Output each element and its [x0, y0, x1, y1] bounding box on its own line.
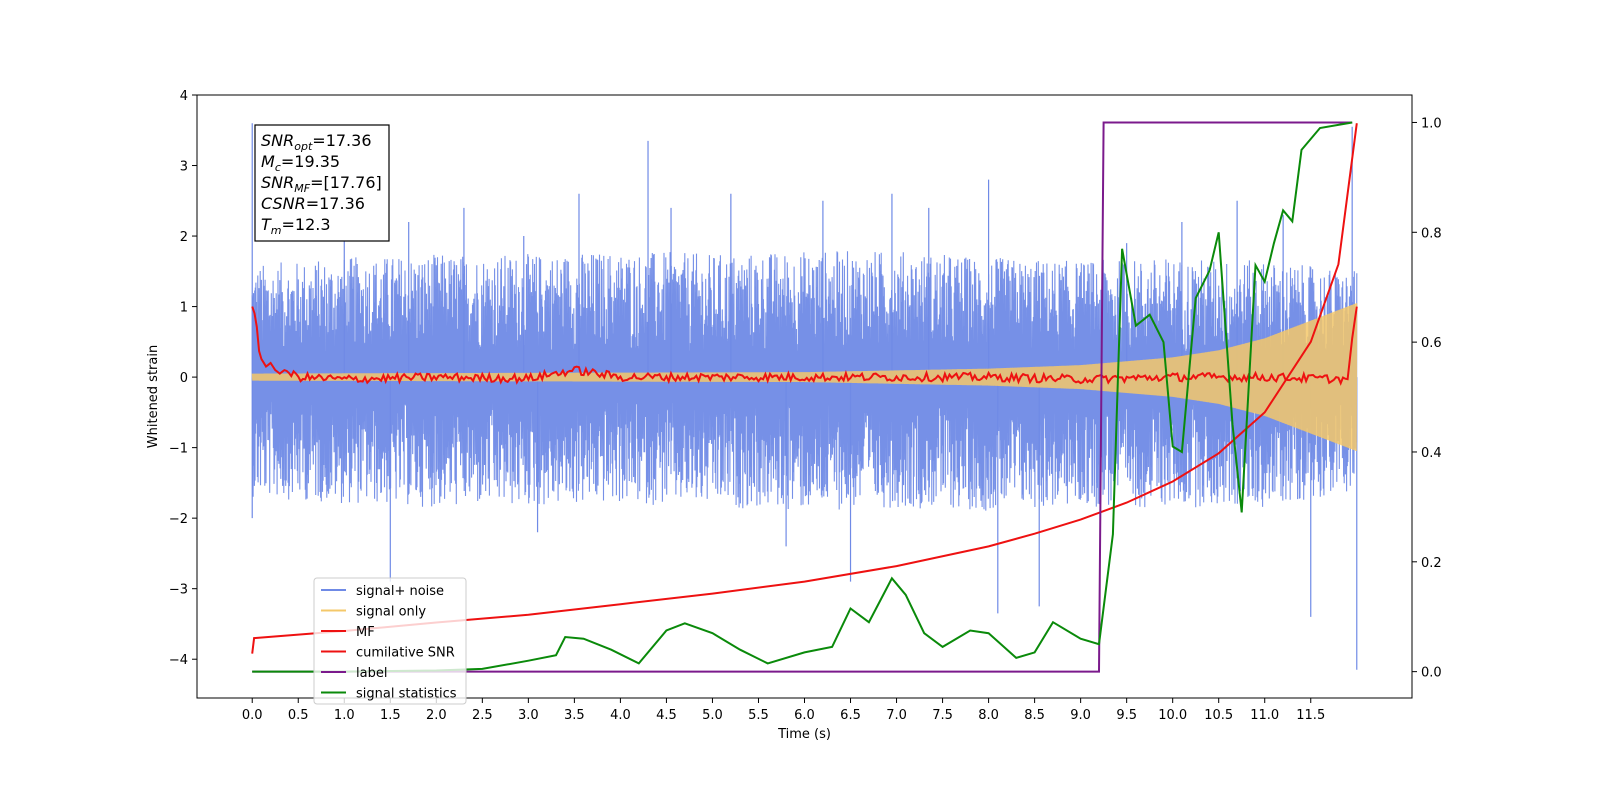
x-axis-title: Time (s)	[777, 727, 831, 742]
annotation-frame	[254, 124, 390, 242]
legend-label: cumilative SNR	[356, 646, 455, 661]
y-tick-label: 4	[180, 89, 188, 104]
y2-tick-label: 0.0	[1421, 666, 1442, 681]
y-axis-title: Whitened strain	[146, 345, 161, 448]
x-tick-label: 10.5	[1204, 708, 1233, 723]
y-tick-label: −3	[169, 583, 188, 598]
y-tick-label: −1	[169, 442, 188, 457]
annotation-line: Tm=12.3	[261, 215, 331, 237]
x-tick-label: 5.5	[748, 708, 769, 723]
series-signal-noise	[251, 123, 1358, 670]
x-tick-label: 8.5	[1024, 708, 1045, 723]
annotation-line: Mc=19.35	[261, 152, 340, 174]
legend-label: MF	[356, 625, 375, 640]
series-mf	[251, 306, 1358, 386]
legend-label: signal+ noise	[356, 584, 444, 599]
x-tick-label: 4.0	[610, 708, 631, 723]
x-tick-label: 9.0	[1070, 708, 1091, 723]
y-tick-label: 2	[180, 230, 188, 245]
series-label	[252, 121, 1353, 673]
y-tick-label: −4	[169, 653, 188, 668]
legend-item-mf: MF	[321, 625, 375, 640]
x-tick-label: 9.5	[1116, 708, 1137, 723]
legend-item-label: label	[321, 666, 387, 681]
y-tick-label: −2	[169, 512, 188, 527]
x-tick-label: 1.5	[380, 708, 401, 723]
x-tick-label: 0.0	[242, 708, 263, 723]
x-tick-label: 1.0	[334, 708, 355, 723]
legend-label: signal statistics	[356, 687, 457, 702]
series-line	[252, 121, 1353, 673]
x-tick-label: 7.0	[886, 708, 907, 723]
y2-tick-label: 0.6	[1421, 336, 1442, 351]
series-line	[251, 306, 1358, 386]
x-tick-label: 11.5	[1296, 708, 1325, 723]
x-tick-label: 2.0	[426, 708, 447, 723]
x-tick-label: 4.5	[656, 708, 677, 723]
y2-tick-label: 0.4	[1421, 446, 1442, 461]
legend-frame	[313, 577, 467, 705]
axis-layer: 0.0 0.5 1.0 1.5 2.0 2.5 3.0 3.5 4.0 4.5 5.0 5.5 6.0 6…	[169, 89, 1442, 723]
legend-item-cumilative-snr: cumilative SNR	[321, 646, 455, 661]
legend-item-signal-only: signal only	[321, 605, 426, 620]
y2-tick-label: 0.2	[1421, 556, 1442, 571]
legend-item-signal-statistics: signal statistics	[321, 687, 457, 702]
y-tick-label: 1	[180, 301, 188, 316]
x-tick-label: 10.0	[1158, 708, 1187, 723]
x-tick-label: 7.5	[932, 708, 953, 723]
series-line	[252, 121, 1353, 673]
legend-item-signal-noise: signal+ noise	[321, 584, 444, 599]
x-tick-label: 11.0	[1250, 708, 1279, 723]
x-tick-label: 0.5	[288, 708, 309, 723]
x-tick-label: 2.5	[472, 708, 493, 723]
legend: signal+ noise signal only MF cumilative SNR…	[313, 577, 467, 705]
y-tick-label: 0	[180, 371, 188, 386]
legend-label: label	[356, 666, 387, 681]
annotation-line: SNRopt=17.36	[261, 131, 372, 153]
y-tick-label: 3	[180, 160, 188, 175]
x-tick-label: 3.0	[518, 708, 539, 723]
annotation-box: SNRopt=17.36Mc=19.35SNRMF=[17.76]CSNR=17…	[254, 124, 390, 242]
y2-tick-label: 1.0	[1421, 116, 1442, 131]
x-tick-label: 5.0	[702, 708, 723, 723]
legend-label: signal only	[356, 605, 426, 620]
series-line	[251, 251, 1358, 511]
series-signal-statistics	[252, 121, 1353, 673]
x-tick-label: 8.0	[978, 708, 999, 723]
x-tick-label: 6.0	[794, 708, 815, 723]
annotation-line: CSNR=17.36	[261, 194, 365, 213]
y2-tick-label: 0.8	[1421, 226, 1442, 241]
x-tick-label: 3.5	[564, 708, 585, 723]
annotation-line: SNRMF=[17.76]	[261, 173, 382, 195]
x-tick-label: 6.5	[840, 708, 861, 723]
